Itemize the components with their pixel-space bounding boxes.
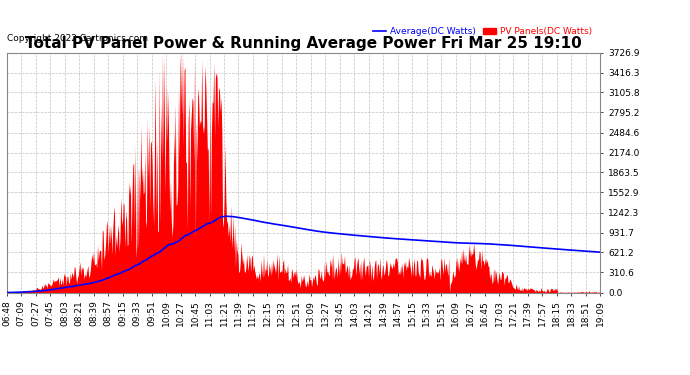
- Legend: Average(DC Watts), PV Panels(DC Watts): Average(DC Watts), PV Panels(DC Watts): [369, 23, 595, 40]
- Text: Copyright 2022 Cartronics.com: Copyright 2022 Cartronics.com: [7, 34, 148, 43]
- Title: Total PV Panel Power & Running Average Power Fri Mar 25 19:10: Total PV Panel Power & Running Average P…: [26, 36, 582, 51]
